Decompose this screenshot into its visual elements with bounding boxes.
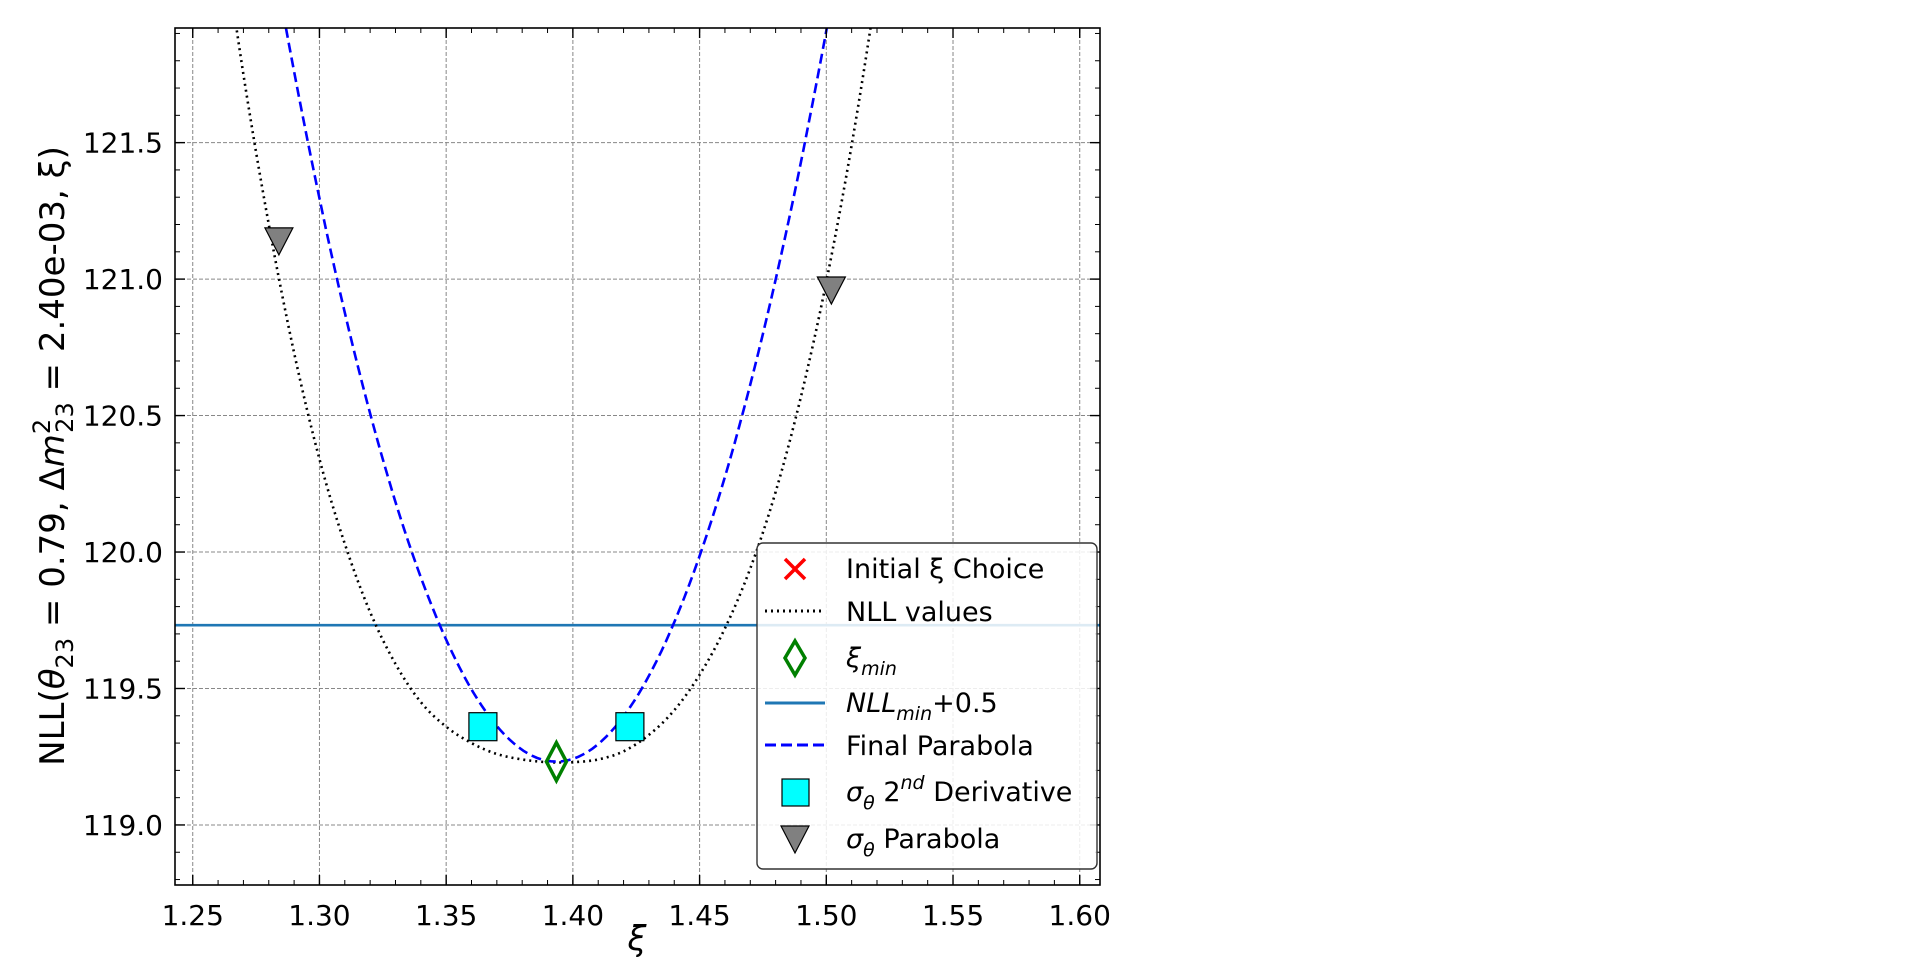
plot-frame	[174, 27, 1101, 886]
legend-label-nll-min-plus: NLLmin+0.5	[846, 688, 998, 725]
legend-sp-sub: θ	[863, 839, 875, 861]
x-tick-label: 1.25	[162, 899, 224, 932]
x-tick-label: 1.55	[922, 899, 984, 932]
legend-label-second-derivative: σθ 2nd Derivative	[846, 772, 1072, 814]
square-icon	[781, 778, 810, 807]
y-tick-label: 121.5	[83, 127, 163, 160]
legend-label-sigma-parabola: σθ Parabola	[846, 824, 1000, 861]
x-tick-label: 1.40	[542, 899, 604, 932]
ylabel-m: m	[33, 434, 73, 467]
ylabel-mid: = 0.79, Δ	[33, 467, 73, 638]
legend-sd-mid: 2	[875, 777, 901, 808]
x-tick-label: 1.35	[415, 899, 477, 932]
x-tick-label: 1.50	[795, 899, 857, 932]
ylabel-theta-sub: 23	[51, 638, 79, 669]
legend-nll-sub: min	[896, 703, 932, 725]
final-parabola-line	[284, 28, 829, 763]
legend-entry-xi-min: ξmin	[782, 637, 897, 680]
y-tick-label: 120.5	[83, 400, 163, 433]
sigma-parabola-marker	[816, 276, 847, 306]
legend-sd-sub: θ	[863, 792, 875, 814]
legend-nll-rest: +0.5	[932, 688, 998, 719]
x-tick-label: 1.45	[668, 899, 730, 932]
ylabel-suffix: = 2.40e-03, ξ)	[33, 146, 73, 402]
axis-ticks: 1.25 1.30 1.35 1.40 1.45 1.50 1.55 1.60 119.0 119…	[83, 28, 1111, 932]
y-tick-label: 120.0	[83, 536, 163, 569]
y-axis-label: NLL(θ23 = 0.79, Δm223 = 2.40e-03, ξ)	[28, 146, 79, 766]
nll-values-line	[235, 28, 872, 764]
legend-entry-initial-choice: Initial ξ Choice	[783, 554, 1044, 585]
legend-entry-second-derivative: σθ 2nd Derivative	[781, 772, 1072, 814]
ylabel-theta: θ	[33, 668, 73, 689]
y-tick-label: 121.0	[83, 263, 163, 296]
y-tick-label: 119.0	[83, 809, 163, 842]
x-tick-label: 1.60	[1049, 899, 1111, 932]
second-derivative-marker	[615, 712, 645, 742]
legend-label-final-parabola: Final Parabola	[846, 731, 1034, 762]
triangle-down-icon	[780, 825, 810, 855]
legend-label-xi-min: ξmin	[845, 643, 897, 680]
x-marker-icon	[783, 557, 807, 581]
ylabel-prefix: NLL(	[33, 689, 73, 766]
xi-min-marker	[544, 738, 569, 785]
legend-sd-sup: nd	[901, 772, 926, 794]
legend-box	[756, 542, 1098, 870]
legend-xi-sub: min	[861, 658, 897, 680]
ylabel-m-sub: 23	[51, 402, 79, 433]
legend-entry-nll-values: NLL values	[765, 597, 993, 628]
x-tick-label: 1.30	[288, 899, 350, 932]
legend-sp-rest: Parabola	[875, 824, 1001, 855]
legend-sd-main: σ	[846, 777, 864, 808]
x-axis-label: ξ	[627, 919, 648, 959]
ylabel-m-sup: 2	[28, 419, 56, 434]
diamond-icon	[782, 637, 808, 679]
legend: Initial ξ Choice NLL values ξmin NLLmin+…	[756, 542, 1098, 870]
sigma-parabola-marker	[263, 227, 294, 257]
y-tick-label: 119.5	[83, 672, 163, 705]
second-derivative-marker	[468, 712, 498, 742]
legend-sd-rest: Derivative	[925, 777, 1073, 808]
legend-entry-final-parabola: Final Parabola	[765, 731, 1034, 762]
legend-entry-nll-min-plus: NLLmin+0.5	[765, 688, 998, 725]
legend-entry-sigma-parabola: σθ Parabola	[780, 824, 1000, 861]
legend-sp-main: σ	[846, 824, 864, 855]
legend-label-nll-values: NLL values	[846, 597, 993, 628]
legend-label-initial-choice: Initial ξ Choice	[846, 554, 1044, 585]
legend-xi-main: ξ	[845, 643, 862, 674]
legend-nll-main: NLL	[846, 688, 896, 719]
